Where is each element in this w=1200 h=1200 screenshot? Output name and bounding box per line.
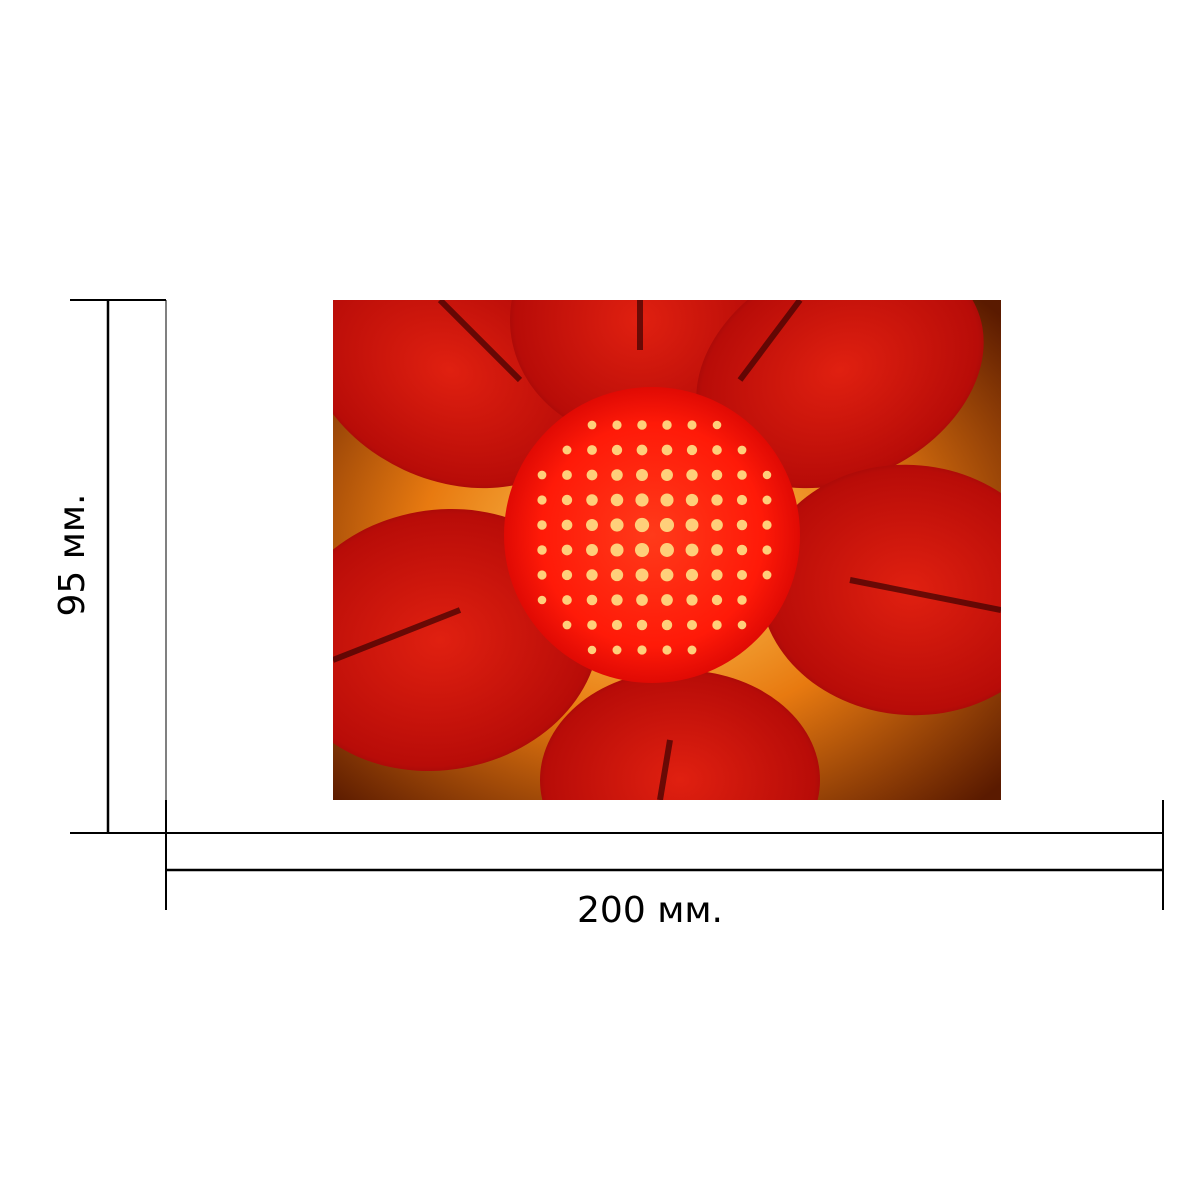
hole	[687, 645, 697, 655]
hole	[661, 619, 673, 631]
hole	[636, 594, 648, 606]
hole	[661, 594, 673, 606]
hole	[636, 469, 648, 481]
hole	[562, 445, 572, 455]
hole	[635, 568, 649, 582]
hole	[587, 645, 597, 655]
hole	[711, 544, 723, 556]
hole	[762, 495, 772, 505]
hole	[537, 520, 547, 530]
hole	[686, 469, 698, 481]
hole	[586, 544, 598, 556]
hole	[686, 594, 698, 606]
hole	[711, 569, 723, 581]
hole	[586, 569, 598, 581]
hole	[587, 445, 597, 455]
hole	[661, 469, 673, 481]
hole	[685, 543, 699, 557]
hole	[587, 620, 597, 630]
hole	[736, 569, 748, 581]
hole	[537, 545, 547, 555]
hole	[636, 444, 648, 456]
hole	[611, 444, 623, 456]
hole	[736, 544, 748, 556]
hole	[612, 420, 622, 430]
hole	[635, 493, 649, 507]
hole	[762, 545, 772, 555]
hole	[762, 520, 772, 530]
hole	[736, 519, 748, 531]
hole	[660, 493, 674, 507]
petals	[333, 300, 1001, 800]
hole	[711, 469, 723, 481]
hole	[634, 542, 650, 558]
hole	[662, 645, 672, 655]
hole	[612, 645, 622, 655]
hole	[610, 543, 624, 557]
hole	[637, 645, 647, 655]
hole	[711, 594, 723, 606]
hole	[561, 494, 573, 506]
hole	[661, 444, 673, 456]
hole	[537, 595, 547, 605]
hole	[687, 420, 697, 430]
hole	[712, 445, 722, 455]
hole	[634, 517, 650, 533]
hole	[736, 494, 748, 506]
hole	[562, 470, 572, 480]
hole	[611, 469, 623, 481]
hole	[561, 544, 573, 556]
hole	[562, 620, 572, 630]
hole	[586, 494, 598, 506]
hole	[737, 620, 747, 630]
hole	[737, 595, 747, 605]
hole	[610, 518, 624, 532]
product-photo	[333, 300, 1001, 800]
width-label: 200 мм.	[577, 890, 723, 931]
hole	[737, 470, 747, 480]
hole	[737, 445, 747, 455]
hole	[586, 469, 598, 481]
height-dimension	[70, 299, 167, 834]
hole	[636, 619, 648, 631]
hole	[610, 493, 624, 507]
hole	[662, 420, 672, 430]
hole	[686, 619, 698, 631]
hole	[537, 470, 547, 480]
width-dimension	[165, 800, 1164, 910]
hole	[610, 568, 624, 582]
hole	[586, 594, 598, 606]
hole	[711, 494, 723, 506]
hole	[685, 493, 699, 507]
hole	[762, 570, 772, 580]
hole	[586, 519, 598, 531]
hole	[686, 444, 698, 456]
hole	[562, 595, 572, 605]
hole	[685, 518, 699, 532]
hole	[712, 420, 722, 430]
flower-center	[504, 387, 800, 683]
petal-creases	[333, 300, 1001, 800]
hole	[660, 568, 674, 582]
hole	[711, 519, 723, 531]
hole	[537, 495, 547, 505]
hole	[712, 620, 722, 630]
hole	[660, 543, 674, 557]
hole	[685, 568, 699, 582]
hole	[561, 569, 573, 581]
hole	[611, 594, 623, 606]
hole	[587, 420, 597, 430]
height-label: 95 мм.	[52, 493, 93, 616]
hole	[637, 420, 647, 430]
hole	[537, 570, 547, 580]
hole	[762, 470, 772, 480]
hole	[659, 517, 675, 533]
hole	[561, 519, 573, 531]
hole	[611, 619, 623, 631]
center-holes	[537, 420, 772, 655]
